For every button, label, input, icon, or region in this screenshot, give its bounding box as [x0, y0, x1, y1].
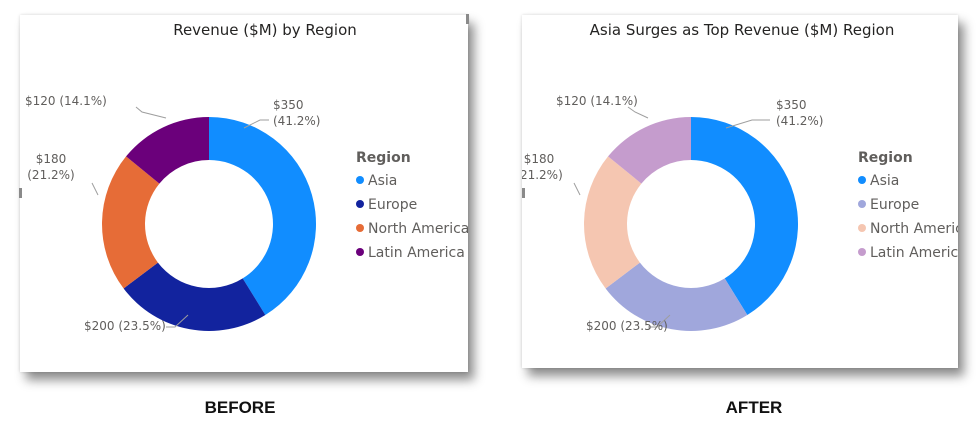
legend-marker: [858, 248, 866, 256]
data-label-latin-america: $120 (14.1%): [25, 94, 107, 108]
legend-item-asia[interactable]: Asia: [368, 173, 397, 189]
leader-line: [135, 106, 167, 119]
data-label-north-america: $180: [36, 152, 67, 166]
slice-latin-america[interactable]: [608, 117, 691, 184]
data-label-asia: $350: [273, 98, 304, 112]
data-labels: $350 (41.2%) $200 (23.5%) $180 (21.2%) $120 (…: [25, 94, 320, 333]
legend-marker: [858, 224, 866, 232]
legend-item-north-america[interactable]: North America: [368, 221, 468, 237]
legend-item-north-america[interactable]: North America: [870, 221, 958, 237]
legend-item-latin-america[interactable]: Latin America: [368, 245, 465, 261]
leader-line: [243, 119, 269, 129]
leader-line: [91, 182, 99, 196]
legend-marker: [356, 224, 364, 232]
data-label-asia: $350: [776, 98, 807, 112]
slices: [102, 117, 316, 331]
data-label-north-america: (21.2%): [522, 168, 563, 182]
data-label-north-america: $180: [524, 152, 555, 166]
resize-handle[interactable]: [522, 188, 525, 198]
legend: Region Asia Europe North America Latin Ameri…: [858, 150, 958, 261]
legend-item-latin-america[interactable]: Latin America: [870, 245, 958, 261]
legend-item-asia[interactable]: Asia: [870, 173, 899, 189]
legend-item-europe[interactable]: Europe: [870, 197, 919, 213]
legend-marker: [858, 200, 866, 208]
data-label-north-america: (21.2%): [27, 168, 74, 182]
legend-marker: [356, 200, 364, 208]
data-labels: $350 (41.2%) $200 (23.5%) $180 (21.2%) $120 (…: [522, 94, 823, 333]
slice-north-america[interactable]: [584, 156, 642, 289]
legend-title: Region: [858, 150, 913, 166]
resize-handle[interactable]: [466, 14, 469, 24]
data-label-latin-america: $120 (14.1%): [556, 94, 638, 108]
legend: Region Asia Europe North America Latin Ameri…: [356, 150, 468, 261]
slice-north-america[interactable]: [102, 156, 160, 289]
chart-title: Revenue ($M) by Region: [173, 21, 357, 39]
slices: [584, 117, 798, 331]
caption-before: BEFORE: [204, 398, 276, 417]
slice-europe[interactable]: [605, 262, 748, 331]
legend-marker: [356, 176, 364, 184]
slice-latin-america[interactable]: [126, 117, 209, 184]
legend-marker: [858, 176, 866, 184]
legend-item-europe[interactable]: Europe: [368, 197, 417, 213]
leader-line: [573, 182, 581, 196]
slice-asia[interactable]: [209, 117, 316, 315]
data-label-europe: $200 (23.5%): [84, 319, 166, 333]
data-label-asia: (41.2%): [776, 114, 823, 128]
legend-marker: [356, 248, 364, 256]
resize-handle[interactable]: [19, 188, 22, 198]
donut-chart-after: Asia Surges as Top Revenue ($M) Region $…: [522, 21, 958, 333]
leader-line: [166, 314, 189, 328]
data-label-asia: (41.2%): [273, 114, 320, 128]
slice-europe[interactable]: [123, 262, 266, 331]
leader-line: [725, 119, 770, 129]
chart-panel-before: Revenue ($M) by Region $350 (41.2%) $200 (…: [20, 15, 468, 372]
chart-title: Asia Surges as Top Revenue ($M) Region: [590, 21, 895, 39]
caption-after: AFTER: [725, 398, 783, 417]
leader-line: [648, 314, 671, 328]
data-label-europe: $200 (23.5%): [586, 319, 668, 333]
legend-title: Region: [356, 150, 411, 166]
chart-panel-after: Asia Surges as Top Revenue ($M) Region $…: [522, 15, 958, 368]
donut-chart-before: Revenue ($M) by Region $350 (41.2%) $200 (…: [25, 21, 468, 333]
slice-asia[interactable]: [691, 117, 798, 315]
leader-line: [627, 106, 649, 119]
